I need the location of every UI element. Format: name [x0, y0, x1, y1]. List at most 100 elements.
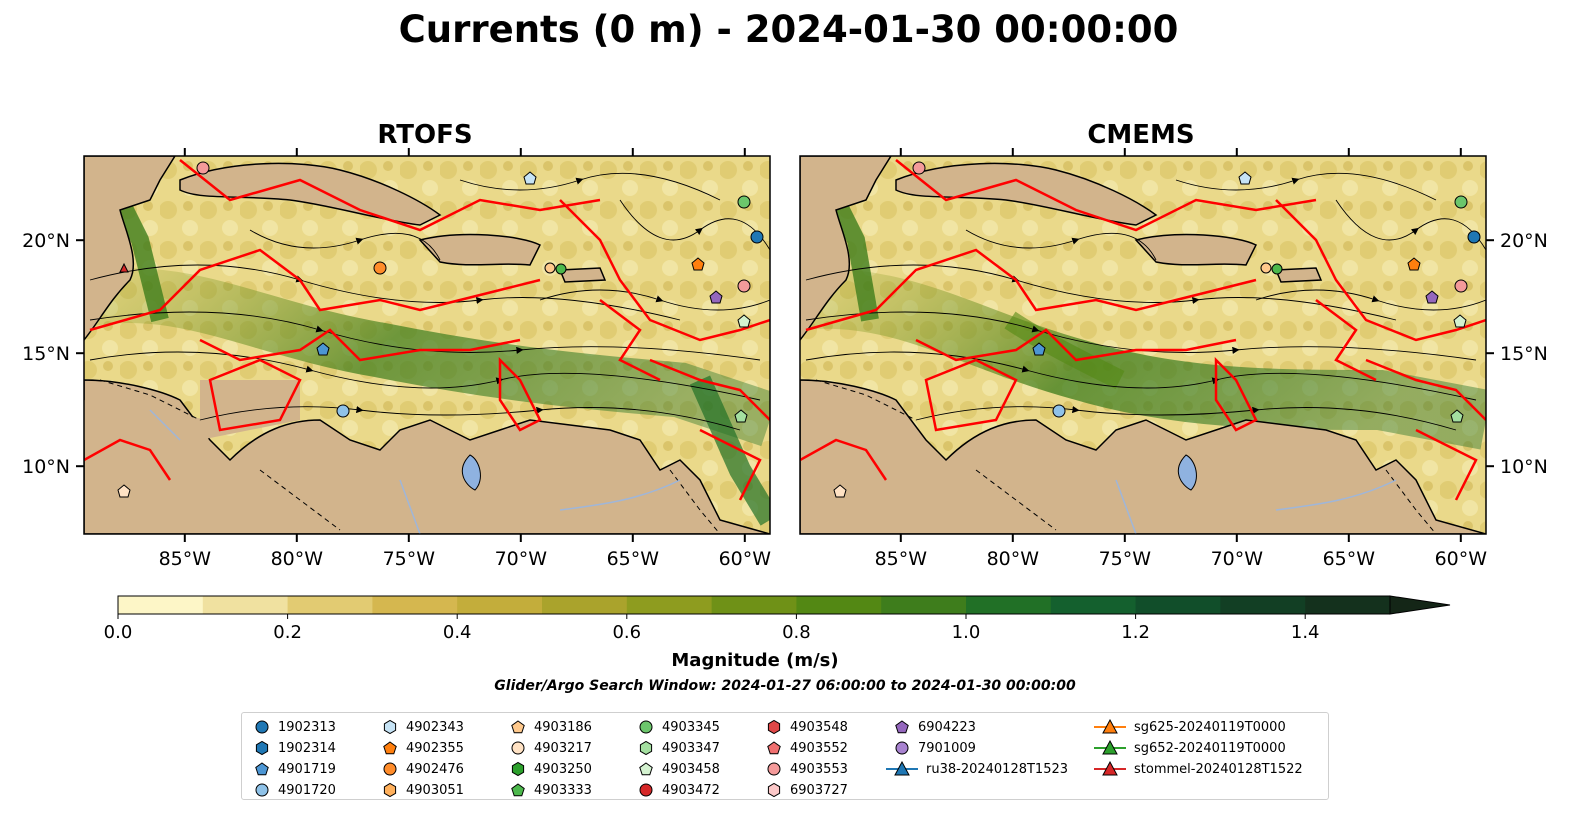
- map-frame-rtofs: [83, 155, 771, 535]
- colorbar-segment: [711, 596, 797, 614]
- pentagon-marker-icon: [255, 762, 269, 776]
- triangle-marker-icon: [886, 760, 918, 776]
- legend-item: sg652-20240119T0000: [1094, 739, 1286, 760]
- hexagon-marker-icon: [767, 719, 781, 735]
- legend-item: 4903186: [510, 719, 592, 739]
- legend-label: 4903250: [534, 761, 592, 777]
- lon-tick-label: 60°W: [1435, 548, 1488, 570]
- hexagon-marker-icon: [639, 740, 653, 756]
- colorbar-tick-label: 1.0: [952, 622, 981, 643]
- legend-item: 7901009: [894, 740, 976, 760]
- lon-tick-label: 70°W: [495, 548, 548, 570]
- circle-marker-icon: [511, 741, 525, 755]
- legend-label: 4903051: [406, 782, 464, 798]
- lat-tick-label: 10°N: [1500, 456, 1548, 478]
- legend-label: 4903552: [790, 740, 848, 756]
- lon-tick-label: 65°W: [1323, 548, 1376, 570]
- colorbar-segment: [796, 596, 882, 614]
- colorbar-tick-label: 1.4: [1291, 622, 1320, 643]
- legend-label: 4903217: [534, 740, 592, 756]
- legend-item: 4903472: [638, 782, 720, 802]
- colorbar-segment: [118, 596, 204, 614]
- legend-item: 4903553: [766, 761, 848, 781]
- legend-label: 7901009: [918, 740, 976, 756]
- colorbar-segment: [626, 596, 713, 614]
- pentagon-marker-icon: [383, 741, 397, 755]
- lon-tick-label: 80°W: [987, 548, 1040, 570]
- colorbar-segment: [966, 596, 1052, 614]
- lon-tick-label: 70°W: [1211, 548, 1264, 570]
- legend-label: 4902343: [406, 719, 464, 735]
- lon-tick-label: 80°W: [271, 548, 324, 570]
- legend-label: ru38-20240128T1523: [926, 761, 1069, 777]
- circle-marker-icon: [639, 783, 653, 797]
- legend-label: sg625-20240119T0000: [1134, 719, 1286, 735]
- circle-marker-icon: [895, 741, 909, 755]
- colorbar-segment: [542, 596, 628, 614]
- legend-item: sg625-20240119T0000: [1094, 718, 1286, 739]
- circle-marker-icon: [383, 762, 397, 776]
- legend-label: 4902476: [406, 761, 464, 777]
- colorbar-tick-label: 0.4: [443, 622, 472, 643]
- legend-item: 6904223: [894, 719, 976, 739]
- legend-item: 1902313: [254, 719, 336, 739]
- legend-label: 4903553: [790, 761, 848, 777]
- lon-tick-label: 75°W: [1099, 548, 1152, 570]
- lat-tick-label: 15°N: [22, 343, 70, 365]
- triangle-marker-icon: [1094, 739, 1126, 755]
- legend-item: 4901719: [254, 761, 336, 781]
- lat-tick-label: 20°N: [22, 230, 70, 252]
- map-panel-cmems: [800, 156, 1486, 534]
- figure-title: Currents (0 m) - 2024-01-30 00:00:00: [398, 8, 1179, 51]
- legend-item: 4903250: [510, 761, 592, 781]
- pentagon-marker-icon: [639, 762, 653, 776]
- legend-item: 4903347: [638, 740, 720, 760]
- legend-label: 1902314: [278, 740, 336, 756]
- lat-tick-label: 10°N: [22, 456, 70, 478]
- colorbar-tick-label: 1.2: [1121, 622, 1150, 643]
- map-panel-rtofs: [84, 156, 770, 534]
- colorbar-segment: [457, 596, 543, 614]
- legend-item: 4903552: [766, 740, 848, 760]
- colorbar-label: Magnitude (m/s): [671, 650, 839, 671]
- legend-item: 4903548: [766, 719, 848, 739]
- colorbar-segment: [1220, 596, 1306, 614]
- legend-item: 1902314: [254, 740, 336, 760]
- hexagon-marker-icon: [383, 719, 397, 735]
- legend-label: 4903333: [534, 782, 592, 798]
- legend-label: 4903458: [662, 761, 720, 777]
- colorbar-segment: [881, 596, 967, 614]
- colorbar-segment: [202, 596, 289, 614]
- lon-tick-label: 75°W: [383, 548, 436, 570]
- lon-tick-label: 85°W: [159, 548, 212, 570]
- legend-item: 4902355: [382, 740, 464, 760]
- legend-label: 4903472: [662, 782, 720, 798]
- colorbar-tick-label: 0.0: [104, 622, 133, 643]
- legend-label: stommel-20240128T1522: [1134, 761, 1303, 777]
- hexagon-marker-icon: [255, 740, 269, 756]
- lon-tick-label: 65°W: [607, 548, 660, 570]
- colorbar-tick-label: 0.2: [273, 622, 302, 643]
- legend-item: 4901720: [254, 782, 336, 802]
- colorbar-tick-label: 0.6: [612, 622, 641, 643]
- panel-title-cmems: CMEMS: [1087, 120, 1195, 150]
- legend: 1902313 1902314 4901719 4901720 4902343 49023…: [241, 712, 1329, 800]
- legend-label: 1902313: [278, 719, 336, 735]
- colorbar-frame: [117, 595, 1391, 615]
- lat-tick-label: 15°N: [1500, 343, 1548, 365]
- circle-marker-icon: [255, 783, 269, 797]
- colorbar-segment: [1050, 596, 1137, 614]
- triangle-marker-icon: [1094, 760, 1126, 776]
- legend-item: stommel-20240128T1522: [1094, 760, 1303, 781]
- lat-tick-label: 20°N: [1500, 230, 1548, 252]
- hexagon-marker-icon: [511, 761, 525, 777]
- colorbar-segment: [1305, 596, 1391, 614]
- colorbar: 0.0 0.2 0.4 0.6 0.8 1.0 1.2 1.4: [104, 595, 1451, 643]
- pentagon-marker-icon: [511, 720, 525, 734]
- lon-tick-label: 85°W: [875, 548, 928, 570]
- triangle-marker-icon: [1094, 718, 1126, 734]
- legend-label: 4903345: [662, 719, 720, 735]
- legend-item: 4903345: [638, 719, 720, 739]
- legend-item: 4903051: [382, 782, 464, 802]
